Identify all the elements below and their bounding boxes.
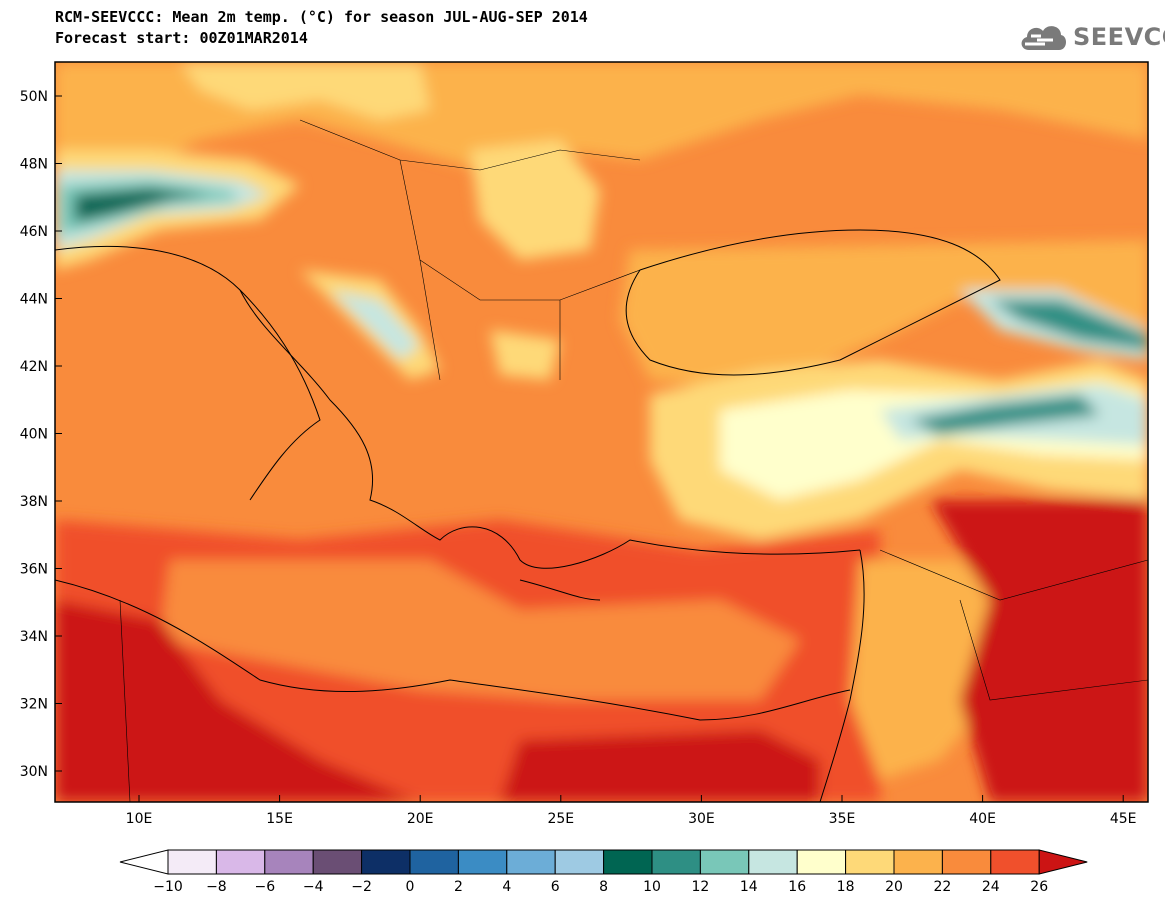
colorbar-label: −4 <box>303 879 324 895</box>
colorbar-under-arrow <box>119 849 169 875</box>
lon-tick-label: 10E <box>126 811 153 827</box>
colorbar-swatch <box>215 849 266 875</box>
colorbar-label: 20 <box>885 879 903 895</box>
colorbar-label: 22 <box>933 879 951 895</box>
lon-tick-label: 15E <box>266 811 293 827</box>
colorbar-label: 18 <box>837 879 855 895</box>
lat-tick-label: 44N <box>20 292 48 308</box>
lon-tick-label: 35E <box>829 811 856 827</box>
logo-text: SEEVCCC <box>1073 23 1165 51</box>
country-borders <box>119 119 1148 802</box>
colorbar-swatch <box>167 849 217 875</box>
colorbar-label: 8 <box>599 879 608 895</box>
colorbar-swatch <box>409 849 459 875</box>
colorbar-swatch <box>457 849 508 875</box>
lon-tick-label: 45E <box>1110 811 1137 827</box>
lat-tick-label: 42N <box>20 359 48 375</box>
colorbar-swatch <box>361 849 411 875</box>
map-frame <box>54 61 1149 803</box>
seevccc-logo: SEEVCCC <box>1017 20 1165 54</box>
lon-tick-label: 40E <box>969 811 996 827</box>
lat-tick-label: 30N <box>20 764 48 780</box>
colorbar-label: 4 <box>502 879 511 895</box>
lat-tick-label: 32N <box>20 697 48 713</box>
colorbar-swatch <box>603 849 653 875</box>
colorbar-swatch <box>845 849 895 875</box>
colorbar-label: 12 <box>691 879 709 895</box>
longitude-axis: 10E 15E 20E 25E 30E 35E 40E 45E <box>126 795 1137 827</box>
colorbar-label: 6 <box>551 879 560 895</box>
lon-tick-label: 20E <box>407 811 434 827</box>
colorbar-label: −10 <box>153 879 183 895</box>
cloud-icon <box>1021 26 1067 50</box>
colorbar-swatch <box>893 849 943 875</box>
colorbar-swatch <box>990 849 1040 875</box>
lat-tick-label: 36N <box>20 562 48 578</box>
colorbar-swatch <box>699 849 750 875</box>
colorbar-label: −8 <box>206 879 227 895</box>
forecast-start-subtitle: Forecast start: 00Z01MAR2014 <box>55 29 308 47</box>
colorbar-label: 26 <box>1030 879 1048 895</box>
lat-tick-label: 50N <box>20 89 48 105</box>
colorbar-label: 2 <box>454 879 463 895</box>
colorbar-swatch <box>554 849 605 875</box>
colorbar-swatch <box>748 849 798 875</box>
colorbar-over-arrow <box>1038 849 1088 875</box>
colorbar-swatch <box>264 849 314 875</box>
colorbar-swatch <box>312 849 363 875</box>
colorbar-label: 24 <box>982 879 1000 895</box>
temperature-field <box>55 62 1148 802</box>
colorbar-label: 10 <box>643 879 661 895</box>
colorbar-label: −6 <box>254 879 275 895</box>
lat-tick-label: 46N <box>20 224 48 240</box>
colorbar-label: 14 <box>740 879 758 895</box>
coastlines <box>55 229 1001 802</box>
colorbar-label: 16 <box>788 879 806 895</box>
lat-tick-label: 38N <box>20 494 48 510</box>
lat-tick-label: 34N <box>20 629 48 645</box>
lon-tick-label: 25E <box>547 811 574 827</box>
latitude-axis: 50N 48N 46N 44N 42N 40N 38N 36N 34N 32N 30N <box>20 89 62 780</box>
colorbar-label: 0 <box>406 879 415 895</box>
colorbar-swatch <box>651 849 701 875</box>
colorbar-swatch <box>796 849 847 875</box>
lat-tick-label: 40N <box>20 427 48 443</box>
colorbar-swatch <box>506 849 556 875</box>
colorbar-label: −2 <box>351 879 372 895</box>
lon-tick-label: 30E <box>688 811 715 827</box>
colorbar: −10 −8 −6 −4 −2 0 2 4 6 8 10 12 14 16 18 20 22 24 26 <box>119 849 1088 895</box>
map-title: RCM-SEEVCCC: Mean 2m temp. (°C) for seas… <box>55 8 588 26</box>
lat-tick-label: 48N <box>20 157 48 173</box>
colorbar-swatch <box>941 849 992 875</box>
